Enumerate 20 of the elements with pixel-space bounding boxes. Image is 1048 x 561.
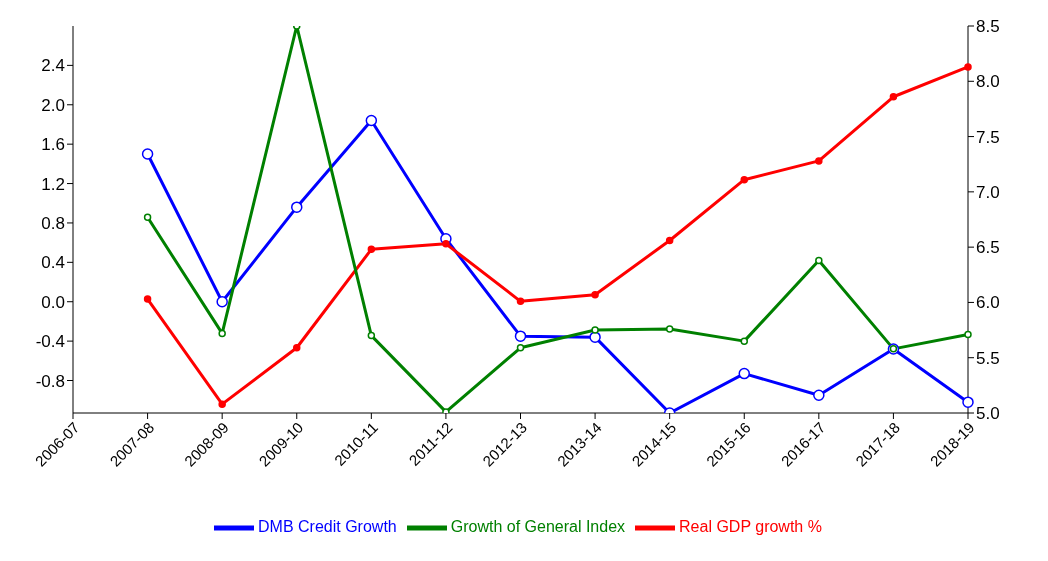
legend-label: Real GDP growth % (679, 518, 822, 536)
y2-tick-label: 6.0 (976, 293, 1000, 313)
legend-label: DMB Credit Growth (258, 518, 397, 536)
y2-tick-label: 7.5 (976, 127, 1000, 147)
y-tick-label: 0.4 (41, 253, 65, 273)
legend-label: Growth of General Index (450, 518, 626, 536)
y2-tick-label: 5.0 (976, 404, 1000, 424)
y-tick-label: 2.4 (41, 56, 65, 76)
y-tick-label: 2.0 (41, 95, 65, 115)
y-tick-label: 1.6 (41, 135, 65, 155)
y2-tick-label: 5.5 (976, 348, 1000, 368)
y-tick-label: -0.8 (35, 371, 65, 391)
y-tick-label: 0.0 (41, 292, 65, 312)
y2-tick-label: 6.5 (976, 238, 1000, 258)
y2-tick-label: 7.0 (976, 182, 1000, 202)
y-tick-label: 1.2 (41, 174, 65, 194)
y-tick-label: -0.4 (35, 332, 65, 352)
y2-tick-label: 8.5 (976, 17, 1000, 37)
y-tick-label: 0.8 (41, 213, 65, 233)
y2-tick-label: 8.0 (976, 72, 1000, 92)
